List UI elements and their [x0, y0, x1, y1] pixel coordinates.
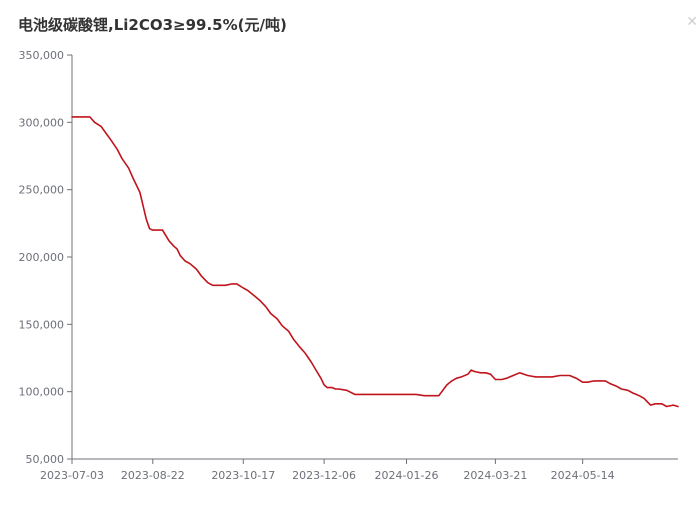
chart-title: 电池级碳酸锂,Li2CO3≥99.5%(元/吨)	[18, 16, 287, 34]
x-tick-label: 2024-05-14	[551, 469, 615, 482]
y-tick-label: 300,000	[19, 116, 65, 129]
x-tick-label: 2023-12-06	[292, 469, 356, 482]
series-line	[71, 116, 679, 408]
x-tick-label: 2023-10-17	[211, 469, 275, 482]
y-tick-label: 200,000	[19, 251, 65, 264]
y-tick-label: 100,000	[19, 386, 65, 399]
y-axis: 50,000 100,000 150,000 200,000 250,000 300,00…	[19, 49, 73, 466]
y-tick-label: 350,000	[19, 49, 65, 62]
x-tick-label: 2024-03-21	[463, 469, 527, 482]
corner-icon: ✕	[686, 14, 698, 30]
x-axis: 2023-07-03 2023-08-22 2023-10-17 2023-12-06…	[40, 458, 678, 482]
y-tick-label: 50,000	[26, 453, 65, 466]
y-tick-label: 250,000	[19, 184, 65, 197]
x-tick-label: 2023-08-22	[121, 469, 185, 482]
y-tick-label: 150,000	[19, 318, 65, 331]
x-tick-label: 2024-01-26	[375, 469, 439, 482]
series-group	[71, 116, 679, 408]
x-tick-label: 2023-07-03	[40, 469, 104, 482]
